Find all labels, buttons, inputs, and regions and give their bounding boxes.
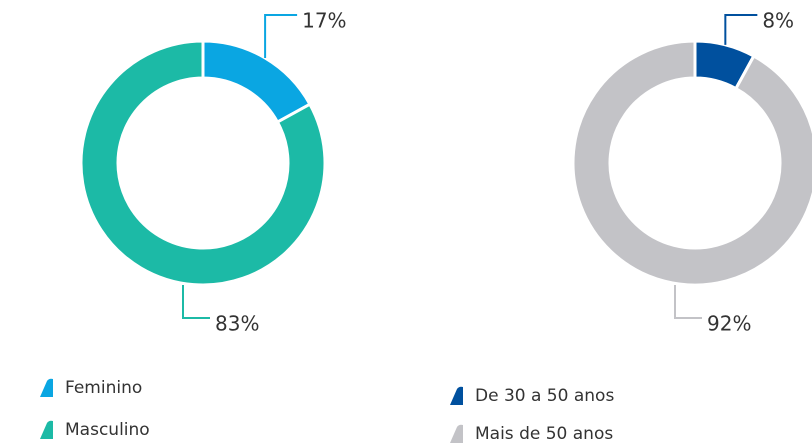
legend-label: De 30 a 50 anos	[475, 386, 614, 406]
legend-swatch	[450, 424, 463, 443]
connector-line	[182, 285, 210, 319]
legend-swatch	[450, 386, 463, 405]
data-label: 83%	[215, 312, 259, 336]
donut-segment	[79, 39, 327, 287]
connector-line	[724, 14, 758, 45]
connector-line	[674, 285, 702, 319]
data-label: 17%	[302, 9, 346, 33]
legend-label: Masculino	[65, 420, 150, 440]
legend-swatch	[40, 420, 53, 439]
data-label: 92%	[707, 312, 751, 336]
donut-segment	[571, 39, 812, 287]
legend-swatch	[40, 378, 53, 397]
donut-segment	[201, 39, 312, 125]
legend-label: Feminino	[65, 378, 142, 398]
legend-label: Mais de 50 anos	[475, 424, 613, 443]
connector-line	[264, 14, 298, 58]
data-label: 8%	[762, 9, 794, 33]
